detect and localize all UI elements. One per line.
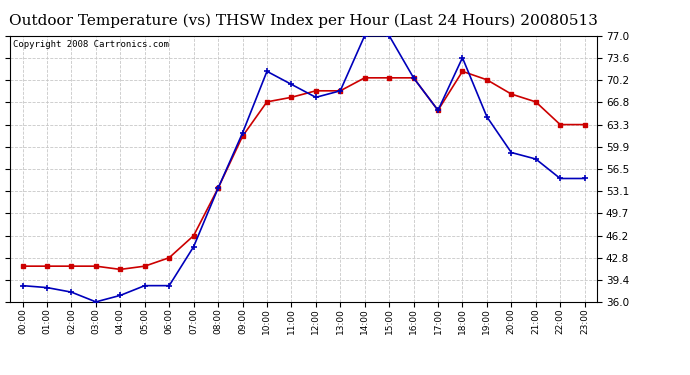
Text: Outdoor Temperature (vs) THSW Index per Hour (Last 24 Hours) 20080513: Outdoor Temperature (vs) THSW Index per … — [9, 13, 598, 27]
Text: Copyright 2008 Cartronics.com: Copyright 2008 Cartronics.com — [13, 40, 169, 49]
